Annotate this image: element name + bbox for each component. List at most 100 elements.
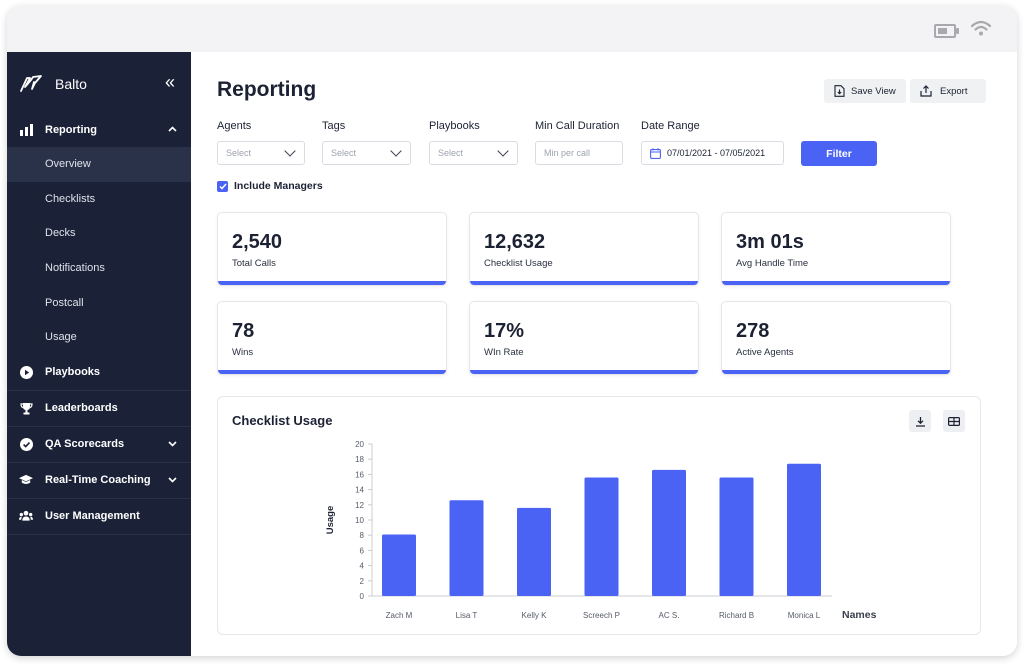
battery-icon [934, 24, 959, 38]
agents-placeholder: Select [226, 148, 252, 158]
playbooks-label: Playbooks [429, 120, 480, 132]
sidebar-item-label: Real-Time Coaching [45, 474, 151, 487]
sidebar-item-playbooks[interactable]: Playbooks [7, 355, 191, 391]
stat-value: 12,632 [484, 231, 546, 253]
sidebar-item-qa-scorecards[interactable]: QA Scorecards [7, 427, 191, 463]
x-tick-label: Lisa T [456, 611, 478, 620]
graduation-cap-icon [19, 473, 33, 487]
stat-card-checklist-usage: 12,632 Checklist Usage [469, 212, 699, 286]
x-tick-label: Richard B [719, 611, 754, 620]
save-view-button[interactable]: Save View [824, 79, 906, 103]
y-tick-label: 0 [360, 592, 365, 601]
agents-select[interactable]: Select [217, 141, 305, 165]
stat-card-win-rate: 17% WIn Rate [469, 301, 699, 375]
bar [449, 500, 484, 596]
sidebar-item-real-time-coaching[interactable]: Real-Time Coaching [7, 463, 191, 499]
agents-label: Agents [217, 120, 252, 132]
sidebar-item-label: Leaderboards [45, 402, 118, 415]
x-tick-label: Screech P [583, 611, 620, 620]
checkbox-checked-icon [217, 180, 228, 192]
sidebar-item-reporting[interactable]: Reporting [7, 112, 191, 147]
wifi-icon [971, 20, 991, 36]
chevron-down-icon [497, 145, 509, 157]
x-tick-label: Zach M [386, 611, 413, 620]
y-tick-label: 6 [360, 546, 365, 555]
bar [787, 463, 821, 596]
play-circle-icon [19, 365, 33, 379]
chevron-up-icon[interactable] [168, 124, 177, 135]
y-tick-label: 14 [355, 486, 364, 495]
include-managers-checkbox[interactable]: Include Managers [217, 180, 323, 192]
stat-value: 78 [232, 320, 255, 342]
sidebar-item-leaderboards[interactable]: Leaderboards [7, 391, 191, 427]
stat-label: WIn Rate [484, 347, 524, 358]
filter-button[interactable]: Filter [801, 141, 877, 166]
download-button[interactable] [909, 410, 931, 432]
stat-value: 278 [736, 320, 770, 342]
chevron-down-icon[interactable] [168, 475, 177, 486]
brand[interactable]: Balto [19, 72, 87, 96]
bar [382, 534, 416, 596]
upload-icon [920, 85, 932, 97]
sidebar-subitem-overview[interactable]: Overview [7, 147, 191, 182]
sidebar-subitem-usage[interactable]: Usage [45, 331, 77, 344]
min-call-duration-input[interactable]: Min per call [535, 141, 623, 165]
include-managers-label: Include Managers [234, 180, 323, 192]
date-range-picker[interactable]: 07/01/2021 - 07/05/2021 [641, 141, 784, 165]
stat-value: 2,540 [232, 231, 283, 253]
sidebar-item-user-management[interactable]: User Management [7, 499, 191, 535]
export-button[interactable]: Export [910, 79, 986, 103]
sidebar-item-label: Playbooks [45, 366, 101, 379]
chart-title: Checklist Usage [232, 413, 333, 428]
collapse-sidebar-icon[interactable]: « [165, 72, 175, 92]
bar-chart-icon [19, 123, 33, 137]
bar [517, 507, 551, 596]
balto-logo-icon [20, 75, 42, 92]
stat-label: Active Agents [736, 347, 794, 358]
playbooks-select[interactable]: Select [429, 141, 518, 165]
y-axis-label: Usage [325, 506, 336, 535]
y-tick-label: 20 [355, 440, 364, 449]
min-call-duration-label: Min Call Duration [535, 120, 620, 132]
tags-label: Tags [322, 120, 346, 132]
y-tick-label: 16 [355, 470, 364, 479]
bar [652, 469, 686, 596]
sidebar-subitem-decks[interactable]: Decks [45, 227, 76, 240]
stat-accent-bar [218, 370, 446, 374]
system-status-bar [7, 6, 1017, 52]
sidebar-subitem-postcall[interactable]: Postcall [45, 296, 84, 309]
tags-select[interactable]: Select [322, 141, 411, 165]
users-icon [19, 509, 33, 523]
sidebar-subitem-notifications[interactable]: Notifications [45, 262, 105, 275]
y-tick-label: 8 [360, 531, 365, 540]
brand-name: Balto [55, 76, 87, 92]
chevron-down-icon [390, 145, 402, 157]
page-title: Reporting [217, 78, 317, 101]
sidebar-subitem-checklists[interactable]: Checklists [45, 192, 96, 205]
x-tick-label: AC S. [659, 611, 680, 620]
x-axis-label: Names [842, 609, 877, 621]
check-circle-icon [19, 437, 33, 451]
stat-card-total-calls: 2,540 Total Calls [217, 212, 447, 286]
min-call-placeholder: Min per call [544, 148, 591, 158]
stat-accent-bar [470, 281, 698, 285]
stat-card-active-agents: 278 Active Agents [721, 301, 951, 375]
main-content: Reporting Save View Export Agents Select… [191, 52, 1017, 656]
file-save-icon [834, 85, 845, 97]
stat-label: Total Calls [232, 258, 276, 269]
x-tick-label: Monica L [788, 611, 821, 620]
stat-accent-bar [218, 281, 446, 285]
sidebar-item-label: Reporting [45, 123, 97, 136]
table-view-button[interactable] [943, 410, 965, 432]
stat-card-wins: 78 Wins [217, 301, 447, 375]
export-label: Export [940, 85, 968, 97]
stat-label: Avg Handle Time [736, 258, 809, 269]
chevron-down-icon [284, 145, 296, 157]
stat-accent-bar [722, 370, 950, 374]
checklist-usage-chart-card: Checklist Usage 0 2 4 6 8 10 12 14 16 18 20 Zach M L… [217, 396, 981, 635]
chevron-down-icon[interactable] [168, 439, 177, 450]
x-tick-label: Kelly K [522, 611, 548, 620]
stat-accent-bar [470, 370, 698, 374]
tags-placeholder: Select [331, 148, 357, 158]
stat-accent-bar [722, 281, 950, 285]
